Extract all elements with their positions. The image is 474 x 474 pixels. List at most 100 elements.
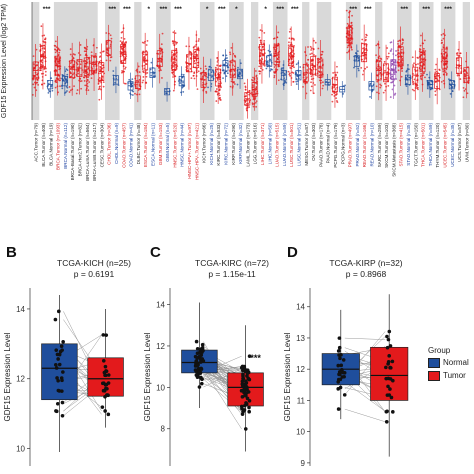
sample-point — [69, 72, 72, 75]
sample-point — [427, 81, 430, 84]
category-tick-label: LUAD.Normal (n=59) — [282, 123, 287, 166]
sample-point — [309, 89, 312, 92]
normal-point — [336, 380, 341, 384]
sample-point — [364, 67, 367, 70]
sample-point — [277, 61, 280, 63]
sample-point — [393, 93, 396, 96]
sample-point — [47, 82, 50, 85]
tumor-point — [386, 376, 391, 381]
sample-point — [393, 64, 396, 66]
sample-point — [351, 48, 353, 51]
sample-point — [186, 55, 189, 58]
sample-point — [239, 62, 242, 65]
sample-point — [260, 65, 262, 68]
category-tick-label: STAD.Normal (n=35) — [406, 123, 411, 166]
sample-point — [401, 70, 403, 72]
sample-point — [424, 76, 426, 79]
tumor-point — [385, 334, 389, 339]
sample-point — [123, 42, 126, 45]
category-tick-label: SARC.Tumor (n=259) — [377, 123, 382, 168]
tumor-point — [100, 405, 105, 409]
sample-point — [134, 92, 136, 95]
sample-point — [440, 42, 443, 44]
category-tick-label: ACC.Tumor (n=79) — [34, 123, 39, 162]
sample-point — [86, 85, 89, 88]
sample-point — [218, 97, 221, 99]
sample-point — [218, 78, 221, 81]
sample-point — [97, 82, 100, 84]
sample-point — [145, 54, 148, 56]
tumor-point — [101, 358, 106, 363]
sample-point — [434, 94, 437, 96]
sample-point — [406, 68, 409, 70]
sample-point — [391, 75, 393, 78]
tumor-point — [388, 344, 393, 348]
sample-point — [293, 66, 295, 69]
sample-point — [345, 9, 348, 12]
sample-point — [434, 90, 437, 93]
sample-point — [386, 78, 388, 81]
tumor-point — [242, 366, 246, 371]
sample-point — [98, 87, 101, 90]
sample-point — [420, 34, 422, 37]
sample-point — [366, 66, 368, 69]
sample-point — [80, 73, 82, 76]
sample-point — [215, 88, 218, 90]
sample-point — [189, 51, 192, 53]
sample-point — [313, 54, 315, 56]
sample-point — [55, 62, 58, 65]
axis-title-y: GDF15 Expression Level — [3, 332, 12, 421]
sample-point — [135, 83, 138, 86]
legend-item-normal: Normal — [428, 358, 469, 368]
sample-point — [40, 63, 43, 66]
sample-point — [185, 45, 188, 48]
normal-point — [337, 345, 342, 350]
sample-point — [317, 47, 320, 50]
cancer-type-band — [418, 2, 434, 120]
sample-point — [73, 85, 75, 88]
pan-cancer-boxplot: GDF15 Expression Level (log2 TPM) ACC.Tum… — [1, 2, 471, 181]
category-tick-label: BRCA-Basal.Tumor (n=190) — [70, 123, 75, 181]
sample-point — [251, 103, 254, 106]
tumor-point — [247, 354, 252, 358]
sample-point — [245, 99, 248, 102]
normal-point — [341, 358, 346, 362]
sample-point — [186, 67, 189, 70]
sample-point — [175, 43, 177, 45]
sample-point — [216, 64, 219, 67]
sample-point — [259, 51, 262, 54]
sample-point — [236, 83, 239, 86]
sample-point — [90, 73, 93, 76]
axis-title-y: GDF15 Expression Level — [143, 332, 152, 421]
sample-point — [142, 53, 145, 56]
sample-point — [420, 72, 423, 75]
sample-point — [76, 89, 79, 91]
sample-point — [310, 78, 313, 81]
sample-point — [288, 73, 291, 76]
sample-point — [125, 41, 127, 43]
sample-point — [364, 56, 367, 58]
tumor-point — [241, 372, 245, 376]
sample-point — [174, 61, 177, 64]
category-tick-label: LGG.Tumor (n=516) — [253, 123, 258, 165]
sample-point — [101, 67, 104, 70]
sample-point — [115, 77, 118, 80]
sample-point — [342, 92, 345, 95]
sample-point — [84, 62, 87, 65]
sample-point — [54, 51, 57, 54]
sample-point — [110, 56, 113, 58]
sample-point — [380, 84, 383, 87]
sample-point — [255, 92, 257, 95]
sample-point — [182, 81, 184, 84]
sample-point — [456, 74, 459, 77]
sample-point — [124, 67, 126, 70]
sample-point — [54, 86, 57, 89]
sample-point — [464, 73, 467, 76]
sample-point — [54, 40, 57, 43]
sample-point — [397, 43, 399, 45]
sample-point — [69, 62, 72, 65]
category-tick-label: HNSC.Normal (n=44) — [180, 123, 185, 167]
normal-point — [54, 409, 58, 413]
sample-point — [258, 70, 261, 73]
panel-b-title: TCGA-KICH (n=25) — [57, 258, 131, 268]
